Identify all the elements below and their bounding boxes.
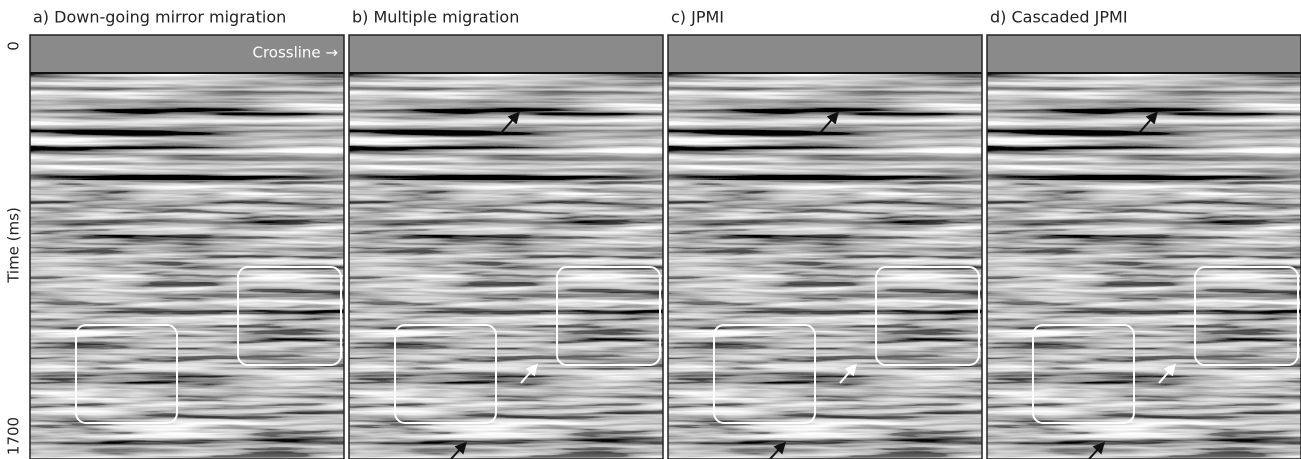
panel: a) Down-going mirror migration Crossline … — [29, 8, 345, 459]
seismic-detail — [987, 180, 1301, 459]
water-layer — [987, 35, 1301, 73]
arrow — [819, 111, 839, 134]
panel-title: a) Down-going mirror migration — [33, 8, 286, 27]
water-layer — [349, 35, 663, 73]
highlight-box — [394, 324, 497, 424]
highlight-box — [556, 266, 661, 366]
water-layer — [668, 35, 982, 73]
arrow — [520, 363, 538, 384]
panel: d) Cascaded JPMI — [986, 8, 1301, 459]
arrow — [1138, 111, 1158, 134]
highlight-box — [875, 266, 980, 366]
water-layer — [30, 35, 344, 73]
panel: c) JPMI — [667, 8, 983, 459]
panel-frame — [986, 34, 1301, 459]
arrow — [1088, 441, 1106, 459]
arrow — [839, 363, 857, 384]
panel: b) Multiple migration — [348, 8, 664, 459]
panel-title: c) JPMI — [671, 8, 724, 27]
highlight-box — [75, 324, 178, 424]
panel-title: b) Multiple migration — [352, 8, 519, 27]
y-axis-label: Time (ms) — [5, 207, 23, 284]
arrow — [450, 441, 468, 459]
highlight-box — [1194, 266, 1299, 366]
panel-frame — [29, 34, 345, 459]
crossline-label: Crossline → — [252, 44, 338, 62]
highlight-box — [713, 324, 816, 424]
arrow — [769, 441, 787, 459]
panel-title: d) Cascaded JPMI — [990, 8, 1128, 27]
seismic-detail — [668, 180, 982, 459]
y-bottom-label: 1700 — [5, 417, 23, 455]
panel-frame — [667, 34, 983, 459]
seismic-detail — [30, 180, 344, 459]
highlight-box — [237, 266, 342, 366]
seismic-detail — [349, 180, 663, 459]
y-top-label: 0 — [5, 41, 23, 51]
highlight-box — [1032, 324, 1135, 424]
arrow — [1158, 363, 1176, 384]
panel-frame — [348, 34, 664, 459]
arrow — [500, 111, 520, 134]
